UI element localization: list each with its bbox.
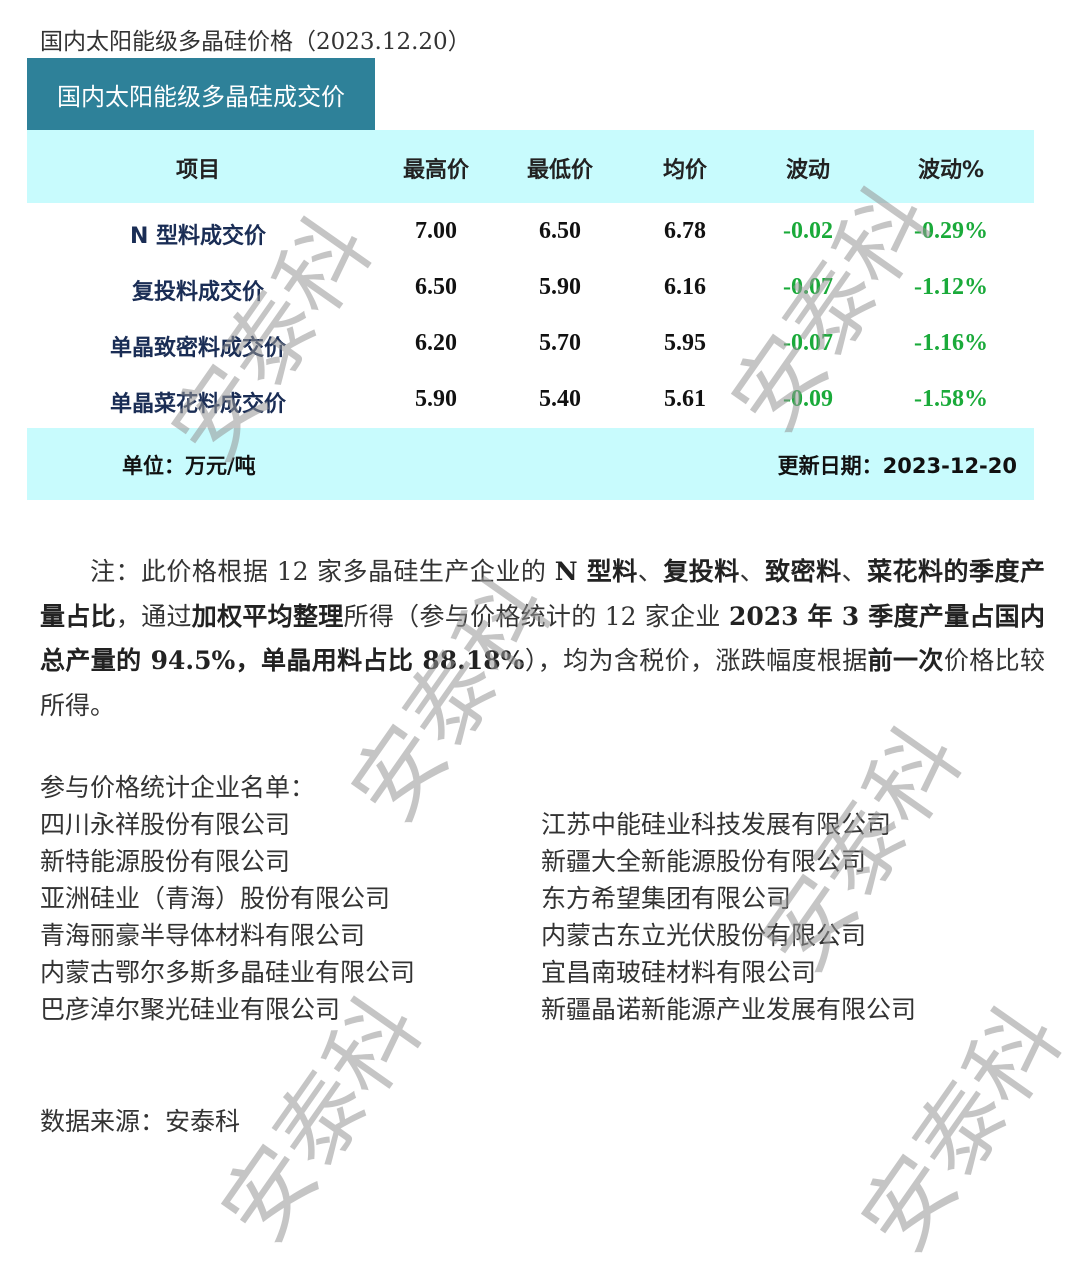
low-price: 5.40 [539, 386, 581, 412]
note-segment: 、 [637, 557, 664, 586]
low-price: 6.50 [539, 218, 581, 244]
company-name: 新疆大全新能源股份有限公司 [541, 847, 867, 876]
company-name: 内蒙古东立光伏股份有限公司 [541, 921, 867, 950]
note-segment: N 型料 [554, 557, 638, 586]
company-name: 宜昌南玻硅材料有限公司 [541, 958, 817, 987]
company-name: 东方希望集团有限公司 [541, 884, 792, 913]
item-name: 单晶菜花料成交价 [109, 392, 287, 417]
change: -0.07 [783, 274, 833, 300]
update-date: 更新日期：2023-12-20 [777, 454, 1017, 478]
table-row: N 型料成交价 7.00 6.50 6.78 -0.02 -0.29% [27, 204, 1034, 260]
header-avg: 均价 [662, 158, 708, 183]
avg-price: 5.95 [664, 330, 706, 356]
change: -0.09 [783, 386, 833, 412]
note-segment: 2023 年 3 季度产量占国内总产量的 94.5%，单晶用料占比 88.18% [40, 601, 1045, 676]
note-segment: ），均为含税价，涨跌幅度根据 [524, 646, 868, 675]
data-source: 数据来源：安泰科 [40, 1107, 241, 1136]
note-segment: 加权平均整理 [191, 601, 344, 631]
header-low: 最低价 [526, 158, 594, 183]
change-pct: -0.29% [914, 218, 988, 244]
high-price: 5.90 [415, 386, 457, 412]
company-name: 江苏中能硅业科技发展有限公司 [541, 810, 892, 839]
table-row: 复投料成交价 6.50 5.90 6.16 -0.07 -1.12% [27, 260, 1034, 316]
item-name: 单晶致密料成交价 [109, 336, 287, 361]
company-name: 巴彦淖尔聚光硅业有限公司 [40, 995, 341, 1024]
note-segment: 、 [739, 557, 766, 586]
note-segment: 价格比较所得。 [40, 646, 1045, 720]
item-name: N 型料成交价 [129, 224, 267, 249]
high-price: 6.50 [415, 274, 457, 300]
company-list-heading: 参与价格统计企业名单： [40, 773, 316, 802]
note-segment: 复投料 [663, 557, 740, 586]
company-list-right: 江苏中能硅业科技发展有限公司 新疆大全新能源股份有限公司 东方希望集团有限公司内蒙古… [541, 806, 916, 1028]
note-segment: 、 [841, 557, 868, 586]
page-title: 国内太阳能级多晶硅价格（2023.12.20） [40, 29, 471, 55]
note-segment: 菜花料的季度产量占比 [40, 557, 1045, 631]
table-footer: 单位：万元/吨 更新日期：2023-12-20 [27, 428, 1034, 500]
company-list-left: 四川永祥股份有限公司 新特能源股份有限公司亚洲硅业（青海）股份有限公司 青海丽豪半导… [40, 806, 415, 1028]
change: -0.02 [783, 218, 833, 244]
company-name: 内蒙古鄂尔多斯多晶硅业有限公司 [40, 958, 416, 987]
header-item: 项目 [175, 158, 221, 183]
avg-price: 5.61 [664, 386, 706, 412]
note-segment: 致密料 [765, 557, 842, 586]
change-pct: -1.12% [914, 274, 988, 300]
table-header: 项目 最高价 最低价 均价 波动 波动% [27, 130, 1034, 203]
avg-price: 6.78 [664, 218, 706, 244]
high-price: 6.20 [415, 330, 457, 356]
avg-price: 6.16 [664, 274, 706, 300]
company-name: 新特能源股份有限公司 [40, 847, 291, 876]
company-name: 新疆晶诺新能源产业发展有限公司 [541, 995, 917, 1024]
note-segment: 所得（参与价格统计的 12 家企业 [343, 601, 729, 631]
header-high: 最高价 [402, 158, 470, 183]
note-segment: 注：此价格根据 12 家多晶硅生产企业的 [90, 557, 555, 586]
note-segment: ，通过 [115, 601, 192, 631]
header-change: 波动 [785, 158, 831, 183]
table-banner: 国内太阳能级多晶硅成交价 [27, 58, 375, 130]
change: -0.07 [783, 330, 833, 356]
company-name: 四川永祥股份有限公司 [40, 810, 291, 839]
table-row: 单晶致密料成交价 6.20 5.70 5.95 -0.07 -1.16% [27, 316, 1034, 372]
company-name: 亚洲硅业（青海）股份有限公司 [40, 884, 391, 913]
note-paragraph: 注：此价格根据 12 家多晶硅生产企业的 N 型料、复投料、致密料、菜花料的季度… [40, 550, 1045, 728]
change-pct: -1.58% [914, 386, 988, 412]
high-price: 7.00 [415, 218, 457, 244]
header-change-pct: 波动% [917, 158, 985, 183]
item-name: 复投料成交价 [131, 280, 265, 305]
table-row: 单晶菜花料成交价 5.90 5.40 5.61 -0.09 -1.58% [27, 372, 1034, 428]
low-price: 5.90 [539, 274, 581, 300]
note-segment: 前一次 [867, 646, 944, 675]
unit-label: 单位：万元/吨 [122, 454, 256, 478]
change-pct: -1.16% [914, 330, 988, 356]
company-name: 青海丽豪半导体材料有限公司 [40, 921, 366, 950]
low-price: 5.70 [539, 330, 581, 356]
